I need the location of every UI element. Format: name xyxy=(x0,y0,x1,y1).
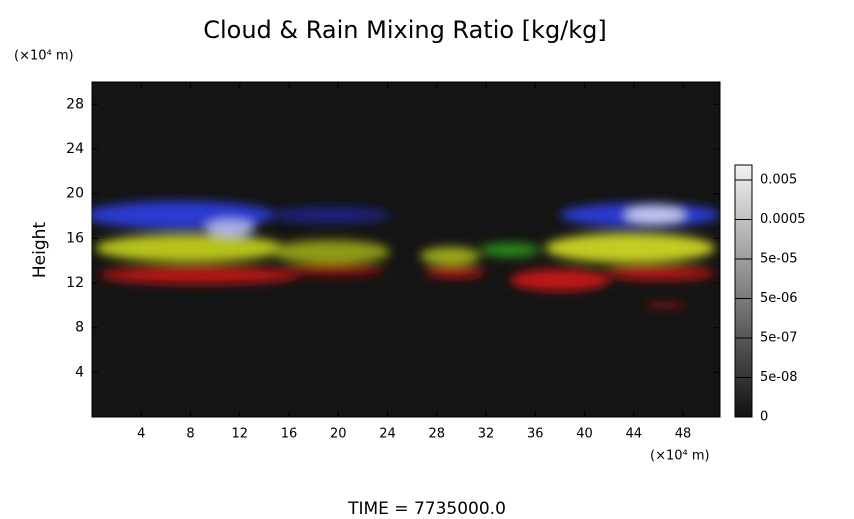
colorbar-label: 5e-08 xyxy=(760,370,798,385)
cloud-blob xyxy=(545,233,715,263)
cloud-blob xyxy=(425,266,485,278)
footer-time: TIME = 7735000.0 xyxy=(347,499,506,519)
colorbar-label: 0.0005 xyxy=(760,212,806,227)
x-tick-label: 44 xyxy=(626,427,643,442)
cloud-blob xyxy=(285,264,385,276)
cloud-blob xyxy=(605,266,715,280)
cloud-blob xyxy=(625,206,685,224)
y-tick-label: 4 xyxy=(75,364,84,380)
cloud-blob xyxy=(270,207,390,223)
colorbar-label: 5e-06 xyxy=(760,291,798,306)
x-tick-label: 4 xyxy=(137,427,145,442)
x-tick-label: 12 xyxy=(231,427,248,442)
colorbar-label: 5e-05 xyxy=(760,252,798,267)
x-tick-label: 40 xyxy=(576,427,593,442)
x-tick-label: 16 xyxy=(281,427,298,442)
chart-title: Cloud & Rain Mixing Ratio [kg/kg] xyxy=(203,16,607,44)
colorbar-label: 0 xyxy=(760,410,768,425)
y-tick-label: 8 xyxy=(75,320,84,336)
y-axis-label: Height xyxy=(30,222,50,279)
y-tick-label: 28 xyxy=(66,96,84,112)
cloud-blob xyxy=(420,247,480,265)
cloud-blob xyxy=(643,303,687,307)
cloud-blob xyxy=(205,220,255,236)
cloud-blob xyxy=(100,266,300,284)
x-tick-label: 24 xyxy=(379,427,396,442)
y-unit: (×10⁴ m) xyxy=(14,49,74,64)
x-unit: (×10⁴ m) xyxy=(650,449,710,464)
x-tick-label: 36 xyxy=(527,427,544,442)
colorbar-label: 0.005 xyxy=(760,173,797,188)
y-tick-label: 12 xyxy=(66,275,84,291)
colorbar-label: 5e-07 xyxy=(760,331,798,346)
y-tick-label: 16 xyxy=(66,230,84,246)
x-tick-label: 32 xyxy=(478,427,495,442)
cloud-blob xyxy=(270,240,390,264)
y-tick-label: 24 xyxy=(66,141,84,157)
cloud-blob xyxy=(95,234,285,262)
cloud-blob xyxy=(510,269,610,291)
x-tick-label: 48 xyxy=(675,427,692,442)
x-tick-label: 28 xyxy=(429,427,446,442)
cloud-blob xyxy=(480,243,540,257)
x-tick-label: 20 xyxy=(330,427,347,442)
field xyxy=(92,201,720,307)
y-tick-label: 20 xyxy=(66,186,84,202)
x-tick-label: 8 xyxy=(186,427,194,442)
colorbar xyxy=(734,164,753,418)
